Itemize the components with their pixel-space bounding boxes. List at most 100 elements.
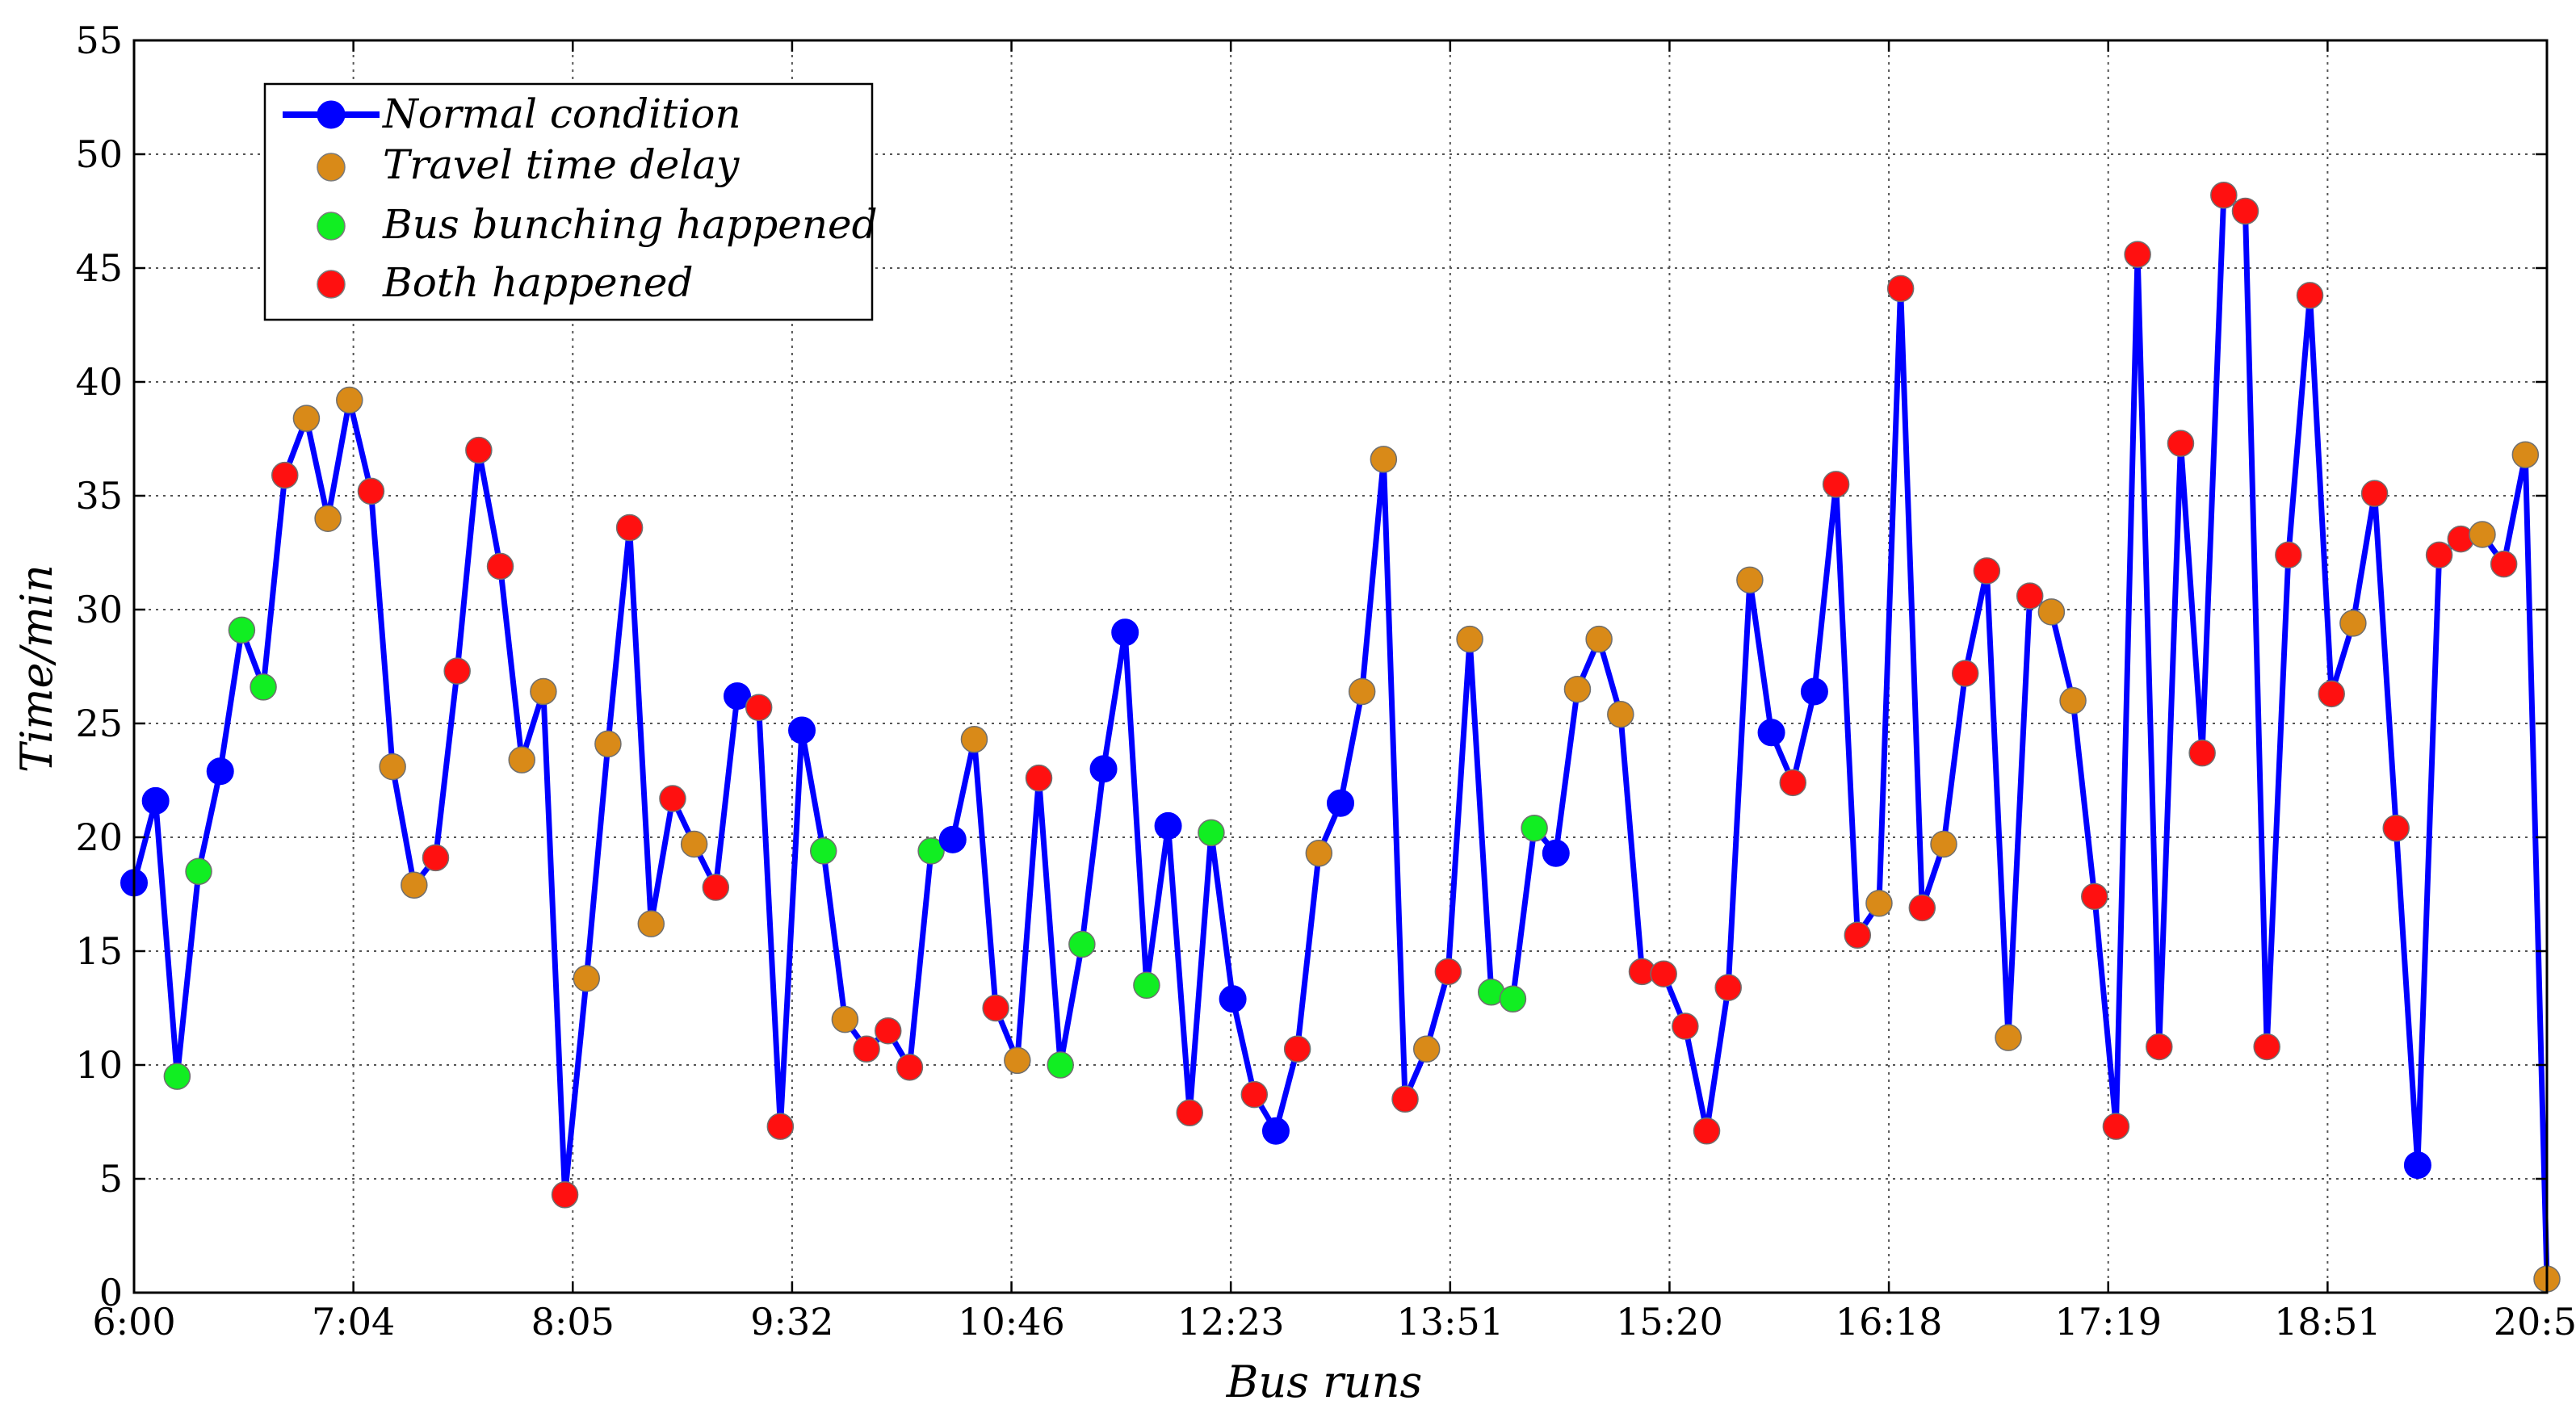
data-point <box>2469 521 2496 548</box>
x-tick-label: 15:20 <box>1616 1300 1723 1344</box>
data-point <box>1844 921 1872 950</box>
data-point <box>637 910 665 937</box>
x-tick-label: 20:57 <box>2494 1300 2576 1344</box>
data-point <box>228 616 256 644</box>
data-point <box>1908 894 1936 922</box>
x-tick-label: 13:51 <box>1397 1300 1504 1344</box>
x-tick-label: 17:19 <box>2054 1300 2162 1344</box>
data-point <box>2253 1033 2280 1061</box>
data-point <box>2188 739 2216 767</box>
data-point <box>1521 814 1548 842</box>
data-point <box>271 461 299 489</box>
data-point <box>875 1017 902 1045</box>
data-point <box>745 694 773 722</box>
data-point <box>2167 430 2195 457</box>
x-tick-label: 7:04 <box>312 1300 395 1344</box>
data-point <box>1865 890 1893 917</box>
data-point <box>1779 769 1806 797</box>
data-point <box>2037 598 2066 626</box>
y-tick-label: 40 <box>75 360 123 404</box>
y-tick-label: 15 <box>75 929 123 973</box>
data-point <box>2102 1113 2130 1140</box>
data-point <box>530 677 557 706</box>
data-point <box>1198 819 1225 847</box>
data-point <box>788 716 816 744</box>
data-point <box>1068 930 1096 958</box>
x-tick-label: 10:46 <box>958 1300 1065 1344</box>
legend-entry-bunching: Bus bunching happened <box>317 201 878 248</box>
data-point <box>853 1035 880 1063</box>
legend-label-both: Both happened <box>382 259 693 306</box>
data-point <box>724 682 751 711</box>
data-point <box>1456 625 1483 653</box>
data-point <box>1219 985 1247 1013</box>
data-point <box>1822 471 1850 498</box>
legend-marker-normal <box>317 100 346 129</box>
y-tick-label: 30 <box>75 588 123 631</box>
data-point <box>2124 241 2151 268</box>
data-point <box>960 725 988 753</box>
legend-marker-delay <box>317 153 346 182</box>
legend-marker-both <box>317 270 346 299</box>
y-tick-label: 35 <box>75 474 123 518</box>
data-point <box>314 505 342 532</box>
data-point <box>2016 582 2044 610</box>
x-tick-label: 16:18 <box>1836 1300 1943 1344</box>
legend-box <box>263 82 874 321</box>
x-tick-label: 8:05 <box>531 1300 615 1344</box>
data-point <box>1995 1024 2022 1051</box>
data-point <box>486 552 514 581</box>
data-point <box>2081 882 2108 911</box>
y-axis-label: Time/min <box>11 564 62 773</box>
data-point <box>573 965 600 992</box>
x-tick-label: 18:51 <box>2274 1300 2381 1344</box>
data-point <box>1391 1085 1419 1113</box>
data-point <box>1672 1012 1699 1040</box>
data-point <box>2360 480 2389 507</box>
data-point <box>2318 680 2345 708</box>
y-tick-label: 45 <box>75 246 123 290</box>
data-point <box>2511 441 2540 468</box>
y-tick-label: 25 <box>75 702 123 745</box>
data-point <box>1089 755 1118 783</box>
data-point <box>2275 541 2302 569</box>
data-markers <box>120 182 2561 1293</box>
data-point <box>401 871 428 899</box>
data-point <box>1951 660 1979 687</box>
data-point <box>1370 446 1398 473</box>
data-point <box>1585 625 1613 653</box>
x-tick-label: 6:00 <box>92 1300 175 1344</box>
data-point <box>185 857 212 886</box>
data-point <box>2296 282 2324 309</box>
data-point <box>615 514 644 542</box>
data-point <box>336 386 363 414</box>
x-tick-label: 12:23 <box>1177 1300 1285 1344</box>
data-point <box>982 994 1009 1022</box>
data-point <box>2146 1033 2173 1061</box>
data-point <box>1886 275 1915 303</box>
data-point <box>2490 550 2518 578</box>
data-point <box>1736 566 1764 594</box>
data-point <box>465 436 493 464</box>
plot-frame <box>132 39 2549 1294</box>
legend-marker-bunching <box>317 212 346 241</box>
data-point <box>1327 789 1354 817</box>
data-point <box>508 746 535 773</box>
y-tick-label: 20 <box>75 815 123 859</box>
data-point <box>1133 971 1160 1000</box>
data-point <box>1047 1051 1074 1079</box>
data-point <box>2231 197 2259 225</box>
legend-label-bunching: Bus bunching happened <box>382 201 878 248</box>
data-point <box>422 844 450 872</box>
x-axis-label: Bus runs <box>1226 1356 1422 1407</box>
legend-label-normal: Normal condition <box>382 90 741 137</box>
data-point <box>141 786 170 815</box>
data-point <box>594 730 622 758</box>
x-tick-label: 9:32 <box>750 1300 833 1344</box>
data-point <box>1305 839 1333 867</box>
data-point <box>1240 1080 1269 1109</box>
data-point <box>702 874 730 901</box>
data-point <box>2382 814 2410 842</box>
y-tick-label: 5 <box>99 1157 123 1201</box>
